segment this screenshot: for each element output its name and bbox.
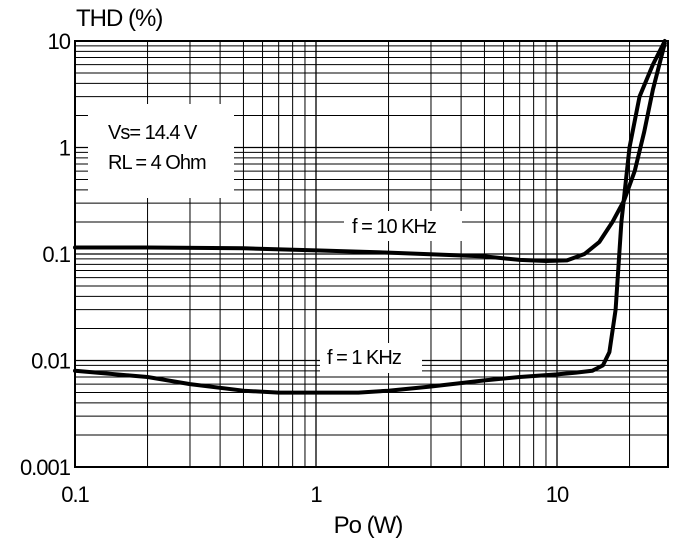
x-axis-title: Po (W) <box>334 512 403 539</box>
series-line-1 <box>73 39 667 395</box>
y-tick-label-4: 10 <box>48 29 71 54</box>
x-tick-label-1: 1 <box>310 482 322 507</box>
x-tick-label-2: 10 <box>546 482 569 507</box>
series-layer <box>73 39 667 395</box>
condition-vs: Vs= 14.4 V <box>108 122 198 144</box>
y-tick-label-2: 0.1 <box>42 242 70 267</box>
tick-labels: 0.1 1 10 0.001 0.01 0.1 1 10 <box>20 29 570 507</box>
x-tick-label-0: 0.1 <box>61 482 89 507</box>
y-axis-title: THD (%) <box>76 5 162 32</box>
series-line-0 <box>73 41 667 263</box>
y-tick-label-3: 1 <box>59 136 71 161</box>
series-label-10khz: f = 10 KHz <box>352 216 436 238</box>
series-label-1khz-bg <box>320 343 422 373</box>
plot-frame <box>74 40 669 468</box>
y-tick-label-0: 0.001 <box>20 455 71 480</box>
y-tick-label-1: 0.01 <box>31 349 71 374</box>
condition-rl: RL = 4 Ohm <box>108 152 206 174</box>
series-label-1khz: f = 1 KHz <box>327 347 401 369</box>
conditions-box <box>88 104 234 198</box>
series-label-10khz-bg <box>344 211 462 241</box>
